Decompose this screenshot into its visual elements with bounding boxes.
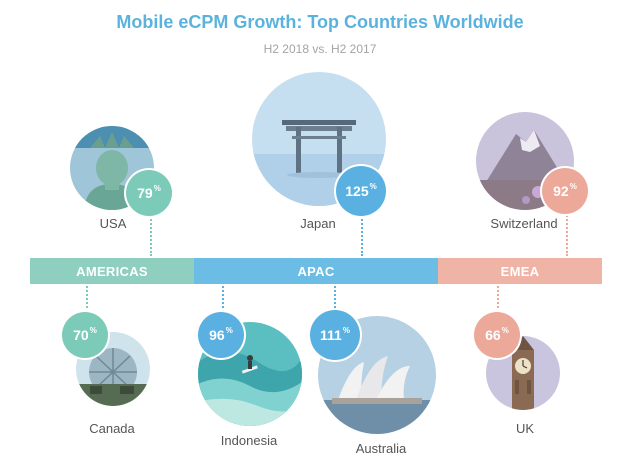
connector-usa [150, 212, 152, 256]
growth-value: 70 [73, 327, 89, 343]
country-label-canada: Canada [89, 421, 135, 436]
percent-sign: % [153, 183, 161, 193]
country-label-uk: UK [515, 421, 535, 436]
chart-title: Mobile eCPM Growth: Top Countries Worldw… [116, 12, 524, 32]
connector-japan [361, 212, 363, 256]
growth-value: 125 [345, 183, 369, 199]
surfer-photo [198, 322, 302, 426]
connector-switzerland [566, 212, 568, 256]
region-bar-apac: APAC [194, 258, 438, 284]
growth-badge-switzerland: 92% [542, 168, 588, 214]
percent-sign: % [569, 181, 577, 191]
country-label-switzerland: Switzerland [490, 216, 558, 231]
growth-badge-usa: 79% [126, 170, 172, 216]
region-bar-americas: AMERICAS [30, 258, 194, 284]
growth-badge-uk: 66% [474, 312, 520, 358]
growth-value: 111 [320, 327, 342, 343]
region-bar-emea: EMEA [438, 258, 602, 284]
connector-canada [86, 286, 88, 316]
percent-sign: % [501, 325, 509, 335]
growth-badge-indonesia: 96% [198, 312, 244, 358]
country-label-japan: Japan [300, 216, 336, 231]
growth-badge-australia: 111% [310, 310, 360, 360]
connector-indonesia [222, 286, 224, 316]
percent-sign: % [225, 325, 233, 335]
connector-uk [497, 286, 499, 316]
growth-badge-canada: 70% [62, 312, 108, 358]
growth-value: 96 [209, 327, 225, 343]
chart-subtitle: H2 2018 vs. H2 2017 [263, 42, 377, 56]
big-ben-photo [486, 336, 560, 410]
percent-sign: % [342, 325, 350, 335]
percent-sign: % [89, 325, 97, 335]
percent-sign: % [369, 181, 377, 191]
growth-value: 79 [137, 185, 153, 201]
growth-badge-japan: 125% [336, 166, 386, 216]
growth-value: 92 [553, 183, 569, 199]
growth-value: 66 [485, 327, 501, 343]
country-label-usa: USA [99, 216, 127, 231]
connector-australia [334, 286, 336, 316]
country-label-australia: Australia [355, 441, 407, 456]
country-label-indonesia: Indonesia [220, 433, 278, 448]
